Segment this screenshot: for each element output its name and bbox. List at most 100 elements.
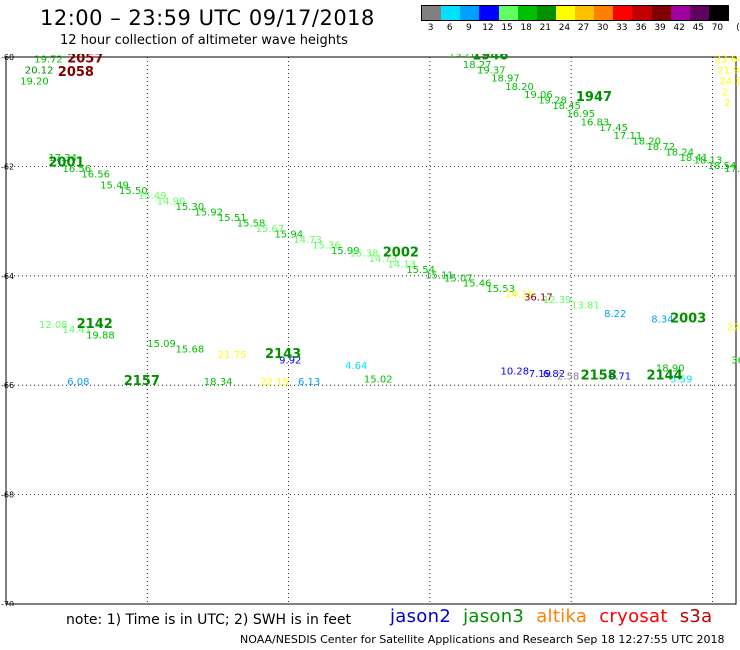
satellite-jason2: jason2 (390, 606, 452, 627)
legend-swatch (613, 6, 633, 20)
wave-height-value: 19.88 (86, 331, 115, 342)
wave-height-value: 16.95 (566, 109, 595, 120)
pass-time-label: 2144 (647, 369, 683, 384)
wave-height-value: 15.94 (274, 230, 303, 241)
wave-height-value: 19.37 (477, 65, 506, 76)
wave-height-map: -180-177-174-171-168-16-60-62-64-66-68-7… (1, 54, 740, 606)
wave-height-value: 24.15 (505, 290, 534, 301)
wave-height-value: 15.67 (256, 224, 285, 235)
y-tick-label: -68 (1, 491, 14, 500)
wave-height-value: 15.07 (444, 273, 473, 284)
satellite-jason3: jason3 (463, 606, 525, 627)
legend-tick-label: 6 (446, 23, 453, 33)
pass-time-label: 2002 (383, 246, 419, 261)
wave-height-value: 19.26 (449, 54, 478, 60)
y-tick-label: -62 (1, 162, 14, 171)
wave-height-value: 22.14 (727, 323, 740, 334)
wave-height-value: 23.64 (715, 54, 740, 65)
wave-height-value: 18.54 (708, 161, 737, 172)
wave-height-value: 15.58 (237, 219, 266, 230)
legend-swatch (498, 6, 518, 20)
legend-tick-label: 3 (427, 23, 434, 33)
legend-tick-label: 9 (465, 23, 472, 33)
wave-height-value: 19.28 (538, 95, 567, 106)
wave-height-value: 15.50 (119, 186, 148, 197)
wave-height-value: 21.97 (717, 65, 740, 76)
legend-swatch (441, 6, 461, 20)
wave-height-value: 18.90 (656, 364, 685, 375)
wave-height-value: 7.19 (529, 369, 551, 380)
wave-height-value: 18.13 (694, 156, 723, 167)
y-tick-label: -66 (1, 381, 14, 390)
wave-height-value: 17.4 (724, 164, 740, 175)
wave-height-value: 15.99 (331, 246, 360, 257)
wave-height-value: 15.36 (312, 240, 341, 251)
wave-height-value: 15.54 (406, 265, 435, 276)
wave-height-value: 18.45 (552, 101, 581, 112)
pass-time-label: 2057 (67, 54, 103, 66)
wave-height-value: 16.83 (581, 117, 610, 128)
footer-note: note: 1) Time is in UTC; 2) SWH is in fe… (66, 612, 352, 628)
wave-height-value: 16.56 (63, 164, 92, 175)
legend-swatch (479, 6, 499, 20)
pass-time-label: 2157 (124, 374, 160, 389)
satellite-altika: altika (536, 606, 588, 627)
legend-swatch (708, 6, 728, 20)
legend-unit: (ft) (736, 23, 740, 33)
wave-height-value: 15.92 (194, 208, 223, 219)
wave-height-value: 8.34 (651, 314, 673, 325)
legend-swatch (555, 6, 575, 20)
legend-tick-label: 33 (616, 23, 628, 33)
satellite-cryosat: cryosat (599, 606, 668, 627)
wave-height-value: 9.71 (609, 372, 631, 383)
wave-height-value: 19.72 (34, 54, 63, 65)
wave-height-value: 17.34 (48, 153, 77, 164)
wave-height-value: 15.49 (100, 180, 129, 191)
wave-height-value: 24.2 (720, 76, 740, 87)
wave-height-value: 14.73 (369, 254, 398, 265)
wave-height-value: 20.12 (25, 65, 54, 76)
wave-height-value: 36.17 (524, 292, 553, 303)
wave-height-value: 14.41 (63, 325, 92, 336)
wave-height-value: 14.73 (293, 235, 322, 246)
map-frame (5, 56, 737, 605)
y-tick-label: -60 (1, 54, 14, 62)
wave-height-value: 15.51 (218, 213, 247, 224)
legend-tick-label: 42 (673, 23, 685, 33)
pass-time-label: 2003 (670, 311, 706, 326)
wave-height-value: 15.68 (176, 344, 205, 355)
wave-height-value: 2 (722, 87, 728, 98)
wave-height-value: 6.08 (67, 377, 89, 388)
legend-swatch (689, 6, 709, 20)
wave-height-value: 6.82 (543, 369, 565, 380)
wave-height-value: 15.09 (147, 339, 176, 350)
legend-swatch (422, 6, 442, 20)
wave-height-value: 8.22 (604, 309, 626, 320)
legend-swatch (651, 6, 671, 20)
legend-tick-label: 21 (539, 23, 552, 33)
map-title: 12:00 – 23:59 UTC 09/17/2018 (40, 6, 375, 30)
legend-swatch (632, 6, 652, 20)
legend-tick-label: 36 (635, 23, 647, 33)
wave-height-value: 15.02 (364, 374, 393, 385)
wave-height-value: 12.08 (39, 320, 68, 331)
legend-tick-label: 12 (482, 23, 494, 33)
legend-tick-label: 27 (577, 23, 590, 33)
wave-height-value: 15.11 (425, 271, 454, 282)
legend-swatch (517, 6, 537, 20)
wave-height-value: 2 (724, 98, 730, 109)
wave-height-value: 13.81 (571, 301, 600, 312)
wave-height-value: 15.30 (176, 202, 205, 213)
wave-height-value: 14.90 (157, 197, 186, 208)
wave-height-value: 3.59 (670, 374, 692, 385)
pass-time-label: 2058 (58, 65, 94, 80)
pass-time-label: 2001 (48, 155, 84, 170)
wave-height-value: 9.92 (279, 355, 301, 366)
wave-height-value: 22.15 (260, 377, 289, 388)
wave-height-value: 10.28 (501, 366, 530, 377)
legend-swatch (594, 6, 614, 20)
pass-time-label: 2142 (77, 317, 113, 332)
wave-height-value: 18.97 (491, 74, 520, 85)
legend-swatches (421, 5, 729, 21)
pass-time-label: 2158 (581, 369, 617, 384)
